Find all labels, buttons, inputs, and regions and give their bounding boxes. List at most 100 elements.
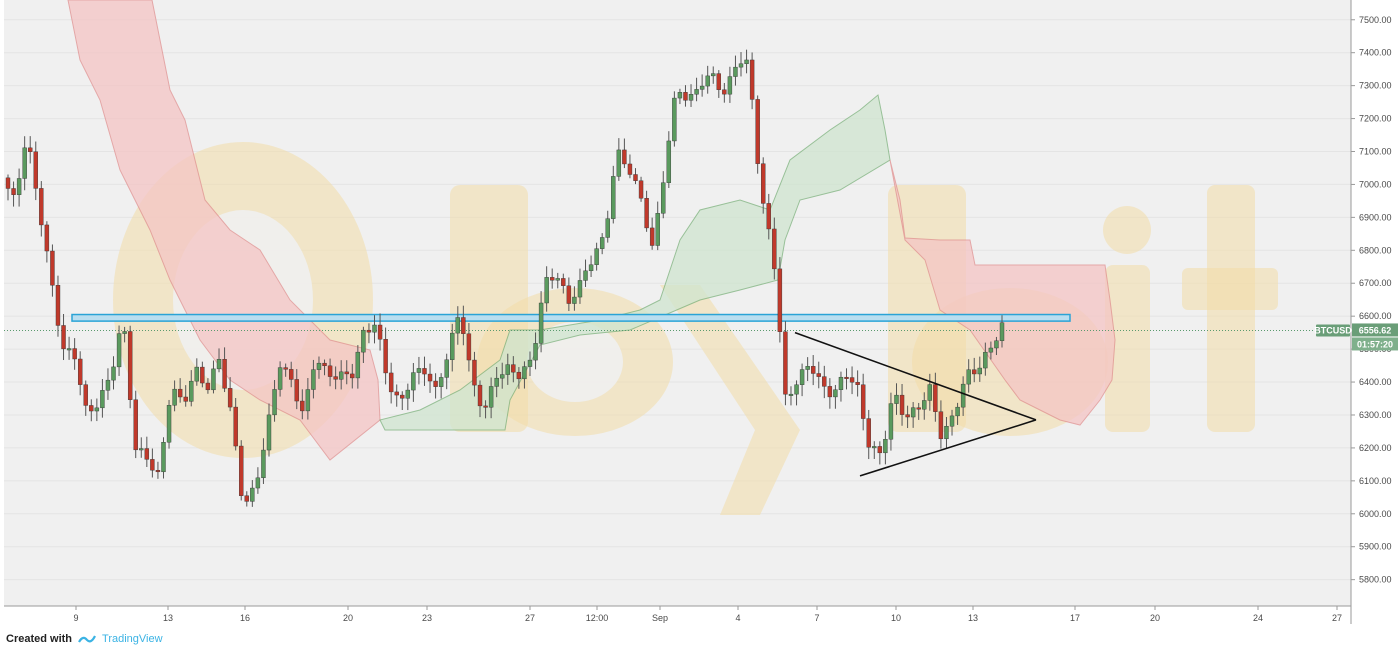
- candle-body: [472, 359, 477, 386]
- candle-body: [11, 188, 16, 195]
- candle-body: [844, 376, 849, 379]
- candle-body: [949, 415, 955, 427]
- candle-body: [999, 322, 1005, 341]
- candle-body: [766, 203, 771, 230]
- candle-body: [666, 140, 672, 183]
- candle-body: [744, 59, 749, 64]
- candle-body: [810, 366, 816, 374]
- candle-body: [388, 372, 394, 393]
- candle-body: [705, 75, 710, 87]
- price-tick-label: 6100.00: [1359, 476, 1392, 486]
- candle-body: [133, 399, 138, 451]
- price-axis[interactable]: 5800.00 5900.00 6000.00 6100.00 6200.00 6300.…: [1351, 15, 1392, 585]
- last-price-badge: [1352, 323, 1398, 337]
- price-tick-label: 7400.00: [1359, 48, 1392, 58]
- candle-body: [833, 389, 838, 398]
- candle-body: [983, 351, 988, 369]
- candle-body: [716, 73, 721, 90]
- candle-body: [422, 368, 427, 375]
- time-tick-label: 12:00: [586, 613, 609, 623]
- candle-body: [894, 394, 899, 404]
- candle-body: [777, 268, 783, 332]
- candle-body: [194, 366, 200, 382]
- price-tick-label: 7300.00: [1359, 81, 1392, 91]
- candle-body: [827, 386, 833, 398]
- candle-body: [866, 418, 871, 448]
- candle-body: [494, 377, 499, 387]
- tradingview-brand-link[interactable]: TradingView: [102, 633, 163, 645]
- candle-body: [172, 388, 177, 406]
- candle-body: [272, 389, 277, 416]
- candle-body: [772, 228, 777, 270]
- symbol-badge: [1316, 324, 1350, 337]
- price-tick-label: 6800.00: [1359, 245, 1392, 255]
- candle-body: [477, 384, 483, 407]
- watermark-letter-t-bar: [1182, 268, 1278, 310]
- candle-body: [77, 358, 83, 385]
- candle-body: [577, 280, 583, 298]
- candle-body: [849, 377, 855, 383]
- countdown-badge: [1352, 337, 1398, 351]
- candle-body: [994, 340, 999, 349]
- candle-body: [438, 377, 444, 387]
- candle-body: [500, 374, 505, 379]
- candle-body: [933, 384, 938, 412]
- time-tick-label: 16: [240, 613, 250, 623]
- candle-body: [555, 278, 560, 281]
- candle-body: [139, 448, 144, 451]
- time-tick-label: 17: [1070, 613, 1080, 623]
- candle-body: [910, 407, 916, 418]
- price-tick-label: 7200.00: [1359, 114, 1392, 124]
- candle-body: [444, 359, 449, 378]
- candle-body: [16, 178, 22, 195]
- candle-body: [372, 324, 377, 333]
- candle-body: [644, 198, 649, 229]
- candle-body: [538, 302, 544, 344]
- candle-body: [755, 99, 760, 164]
- candle-body: [144, 448, 150, 460]
- candle-body: [72, 348, 77, 360]
- candle-body: [699, 85, 705, 90]
- candle-body: [405, 389, 411, 399]
- last-price-markers: BTCUSD 6556.62 01:57:20: [1314, 323, 1398, 351]
- watermark-letter-y: [660, 285, 800, 515]
- candle-body: [55, 285, 61, 326]
- candle-body: [205, 382, 211, 391]
- price-tick-label: 6700.00: [1359, 278, 1392, 288]
- candle-body: [605, 218, 610, 238]
- candle-body: [860, 384, 866, 419]
- candle-body: [588, 264, 594, 272]
- candle-body: [233, 406, 238, 447]
- price-tick-label: 5800.00: [1359, 575, 1392, 585]
- price-tick-label: 6200.00: [1359, 443, 1392, 453]
- time-axis[interactable]: 9 13 16 20 23 27 12:00 Sep 4 7 10 13 17 20 24 27: [73, 606, 1342, 623]
- candle-body: [672, 97, 677, 142]
- candle-body: [694, 89, 699, 95]
- candle-body: [855, 382, 860, 385]
- candle-body: [466, 333, 472, 361]
- candle-body: [816, 373, 821, 377]
- candle-body: [5, 177, 11, 189]
- time-tick-label: 13: [163, 613, 173, 623]
- candle-body: [550, 277, 555, 281]
- candle-body: [239, 445, 244, 496]
- candle-body: [972, 369, 977, 375]
- candle-body: [338, 371, 344, 380]
- candle-body: [799, 369, 805, 385]
- time-tick-label: 10: [891, 613, 901, 623]
- candle-body: [927, 384, 933, 401]
- candle-body: [661, 182, 666, 214]
- candle-body: [22, 147, 27, 179]
- candle-body: [533, 343, 538, 361]
- candle-body: [960, 383, 966, 408]
- candle-body: [166, 405, 172, 443]
- candle-body: [216, 359, 222, 370]
- price-tick-label: 6900.00: [1359, 212, 1392, 222]
- candle-body: [227, 388, 233, 408]
- candle-body: [594, 248, 599, 265]
- tradingview-logo-icon[interactable]: [78, 634, 96, 644]
- created-with-text: Created with: [6, 633, 73, 645]
- candle-body: [161, 442, 166, 473]
- candle-body: [294, 379, 299, 402]
